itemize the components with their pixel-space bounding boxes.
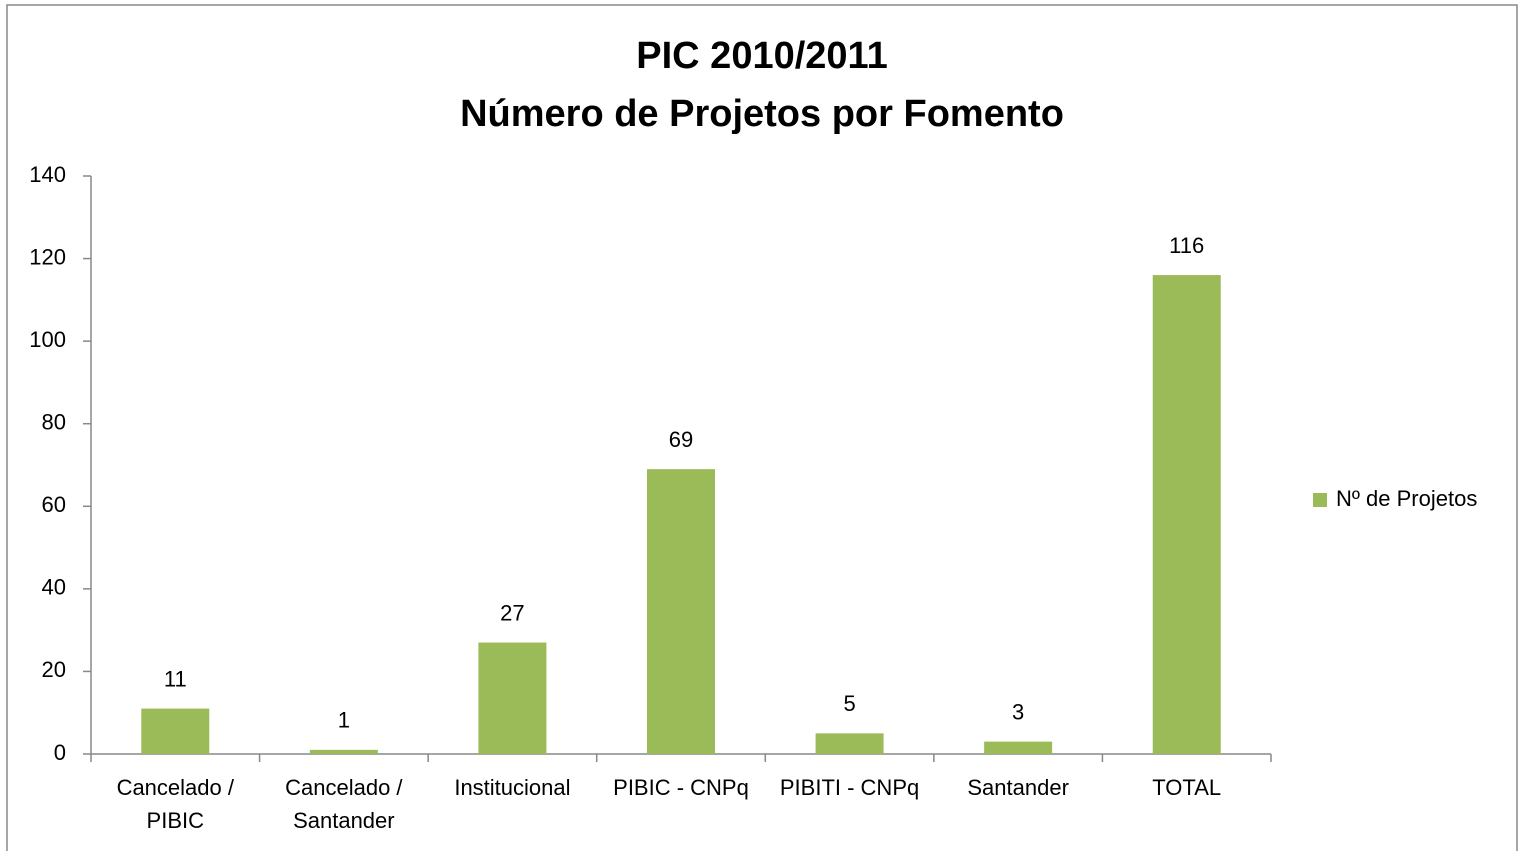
- chart-border: [6, 4, 1518, 851]
- y-tick-label: 40: [42, 575, 66, 600]
- y-tick-label: 20: [42, 657, 66, 682]
- legend-swatch: [1313, 493, 1327, 507]
- bar: [478, 642, 547, 754]
- chart-title: PIC 2010/2011: [636, 35, 887, 77]
- x-tick-label: PIBITI - CNPq: [779, 775, 920, 800]
- bar: [647, 469, 715, 754]
- bar: [1152, 275, 1221, 754]
- y-tick-label: 80: [42, 410, 66, 435]
- data-label: 1: [338, 708, 350, 733]
- bar: [815, 733, 884, 754]
- legend-label: Nº de Projetos: [1336, 486, 1477, 511]
- x-tick-label: PIBIC - CNPq: [613, 775, 749, 800]
- x-tick-label: TOTAL: [1152, 775, 1222, 800]
- x-tick-label: Santander: [967, 775, 1069, 800]
- data-label: 5: [843, 691, 855, 716]
- x-tick-label: Cancelado / Santander: [285, 775, 403, 833]
- data-label: 27: [500, 600, 524, 625]
- data-label: 11: [164, 666, 187, 691]
- data-label: 116: [1169, 233, 1204, 258]
- y-tick-label: 120: [29, 244, 66, 269]
- bar: [309, 749, 378, 754]
- data-label: 3: [1012, 699, 1024, 724]
- bar: [984, 741, 1053, 754]
- x-tick-label: Institucional: [454, 775, 571, 800]
- y-tick-label: 140: [29, 162, 66, 187]
- bar: [141, 708, 210, 754]
- y-tick-label: 0: [54, 740, 66, 765]
- y-tick-label: 100: [29, 327, 66, 352]
- x-tick-label: Cancelado / PIBIC: [116, 775, 234, 833]
- chart-subtitle: Número de Projetos por Fomento: [460, 93, 1064, 135]
- data-label: 69: [669, 427, 693, 452]
- y-tick-label: 60: [42, 492, 66, 517]
